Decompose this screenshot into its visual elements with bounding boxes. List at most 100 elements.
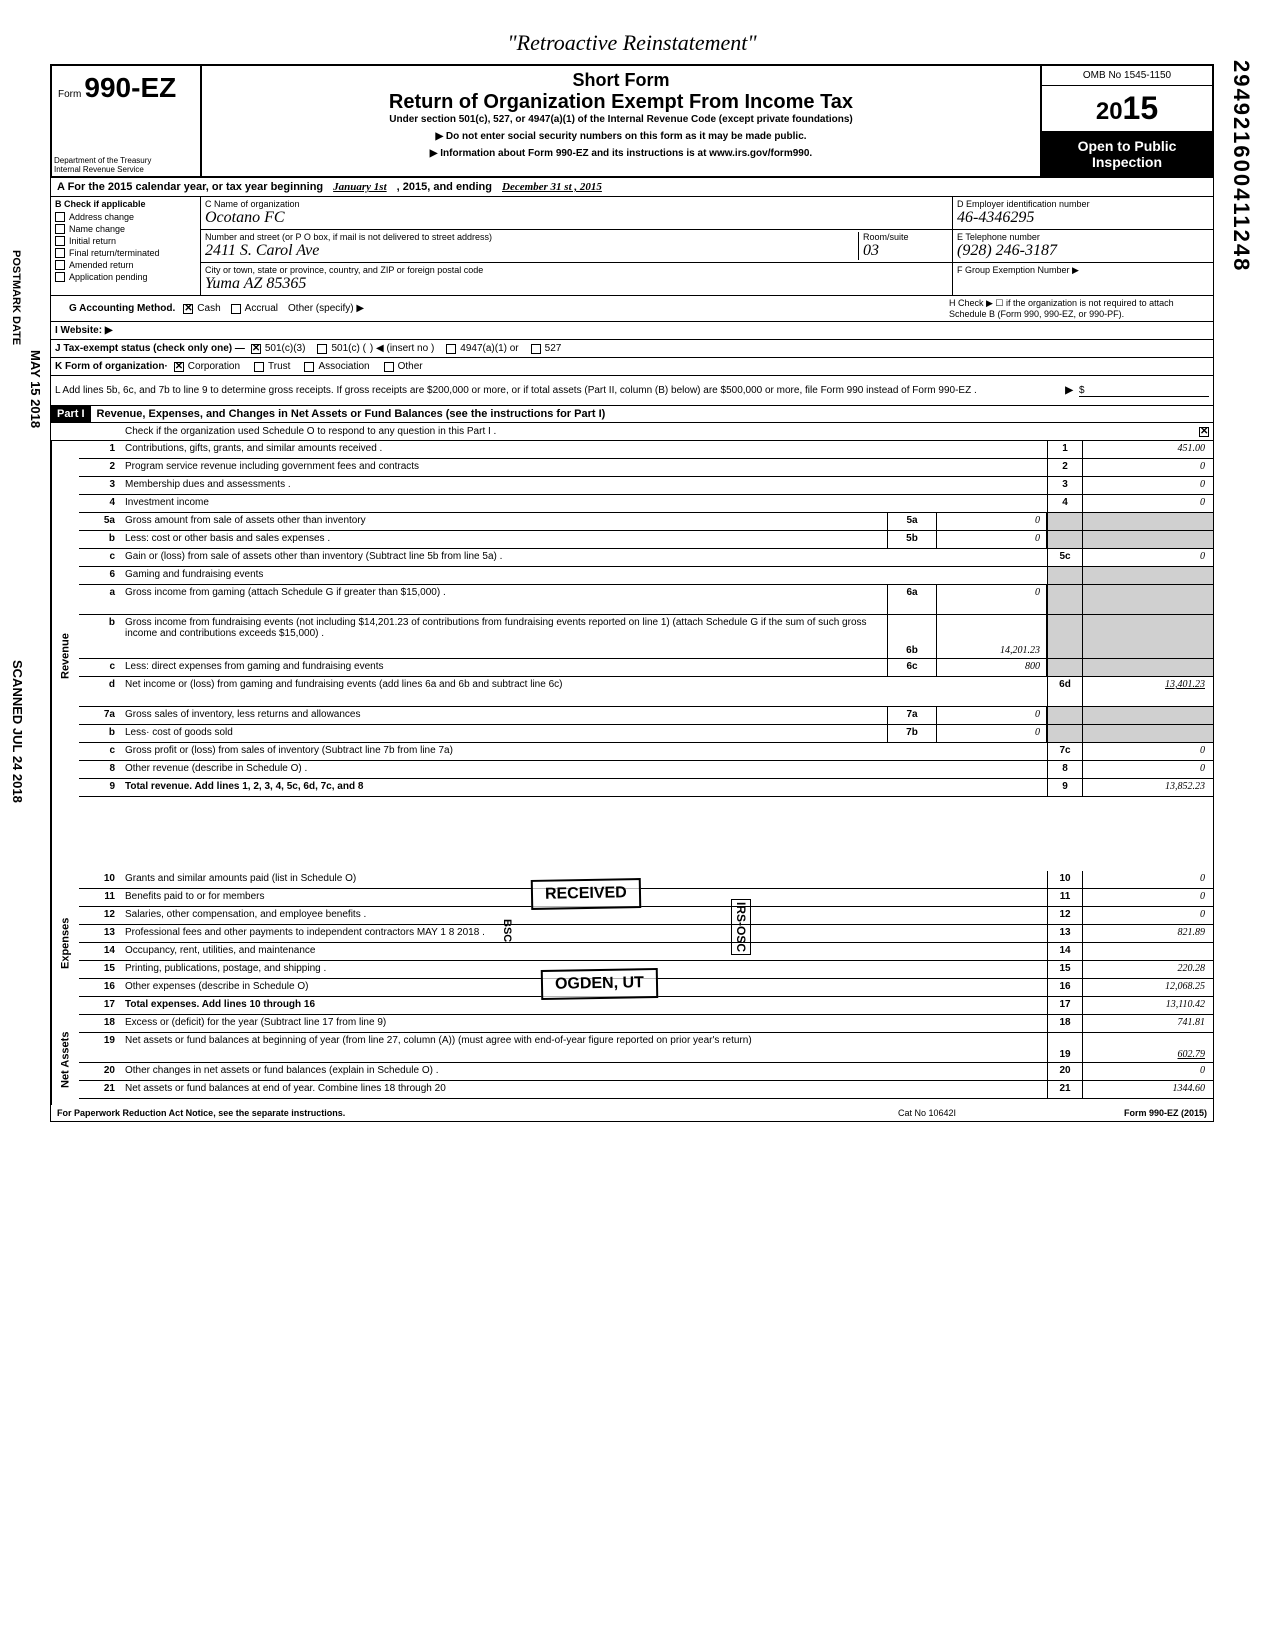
c-street-label: Number and street (or P O box, if mail i… [205, 232, 858, 242]
row-a-prefix: A For the 2015 calendar year, or tax yea… [57, 181, 323, 193]
checkbox-501c3[interactable] [251, 344, 261, 354]
main-table: Revenue 1Contributions, gifts, grants, a… [50, 441, 1214, 1105]
table-row: bGross income from fundraising events (n… [79, 615, 1213, 659]
l-dollar: $ [1079, 385, 1209, 397]
part1-check: Check if the organization used Schedule … [50, 423, 1214, 441]
table-row: 6Gaming and fundraising events [79, 567, 1213, 585]
e-label: E Telephone number [957, 232, 1209, 242]
return-title: Return of Organization Exempt From Incom… [206, 91, 1036, 114]
j-4947: 4947(a)(1) or [460, 343, 518, 354]
checkbox-accrual[interactable] [231, 304, 241, 314]
c-street-value: 2411 S. Carol Ave [205, 242, 858, 260]
checkbox-501c[interactable] [317, 344, 327, 354]
checkbox-corp[interactable] [174, 362, 184, 372]
g-other: Other (specify) ▶ [288, 303, 364, 314]
irs-osc-stamp: IRS-OSC [731, 899, 751, 955]
table-row: 10Grants and similar amounts paid (list … [79, 871, 1213, 889]
j-label: J Tax-exempt status (check only one) — [55, 343, 245, 354]
l-arrow: ▶ [1065, 385, 1073, 396]
c-city-label: City or town, state or province, country… [205, 265, 948, 275]
checkbox-name[interactable] [55, 224, 65, 234]
footer-mid: Cat No 10642I [827, 1108, 1027, 1118]
revenue-side-label: Revenue [51, 441, 79, 871]
row-a-mid: , 2015, and ending [397, 181, 492, 193]
j-insert: ) ◀ (insert no ) [370, 343, 434, 354]
main-grid: B Check if applicable Address change Nam… [50, 197, 1214, 296]
cb-label: Amended return [69, 260, 134, 270]
table-row: cGross profit or (loss) from sales of in… [79, 743, 1213, 761]
table-row: 7aGross sales of inventory, less returns… [79, 707, 1213, 725]
part1-check-text: Check if the organization used Schedule … [125, 426, 1199, 437]
table-row: 3Membership dues and assessments .30 [79, 477, 1213, 495]
k-assoc: Association [318, 361, 369, 372]
checkbox-cash[interactable] [183, 304, 193, 314]
table-row: cGain or (loss) from sale of assets othe… [79, 549, 1213, 567]
table-row: aGross income from gaming (attach Schedu… [79, 585, 1213, 615]
l-text: L Add lines 5b, 6c, and 7b to line 9 to … [55, 385, 1059, 396]
netassets-side-label: Net Assets [51, 1015, 79, 1105]
received-stamp: RECEIVED [531, 878, 641, 910]
col-b-head: B Check if applicable [51, 197, 200, 211]
c-city-value: Yuma AZ 85365 [205, 275, 948, 293]
table-row: 19Net assets or fund balances at beginni… [79, 1033, 1213, 1063]
table-row: 8Other revenue (describe in Schedule O) … [79, 761, 1213, 779]
table-row: 9Total revenue. Add lines 1, 2, 3, 4, 5c… [79, 779, 1213, 797]
year-suffix: 15 [1123, 90, 1159, 126]
cb-label: Application pending [69, 272, 148, 282]
row-k: K Form of organization· Corporation Trus… [50, 358, 1214, 376]
sub-title: Under section 501(c), 527, or 4947(a)(1)… [206, 114, 1036, 125]
dept-treasury: Department of the Treasury [54, 156, 198, 165]
k-trust: Trust [268, 361, 290, 372]
cb-label: Initial return [69, 236, 116, 246]
checkbox-schedule-o[interactable] [1199, 427, 1209, 437]
table-row: 18Excess or (deficit) for the year (Subt… [79, 1015, 1213, 1033]
checkbox-other[interactable] [384, 362, 394, 372]
f-label: F Group Exemption Number ▶ [957, 265, 1209, 276]
checkbox-amended[interactable] [55, 260, 65, 270]
col-def: D Employer identification number 46-4346… [953, 197, 1213, 295]
k-corp: Corporation [188, 361, 240, 372]
table-row: 21Net assets or fund balances at end of … [79, 1081, 1213, 1099]
table-row: bLess: cost or other basis and sales exp… [79, 531, 1213, 549]
e-value: (928) 246-3187 [957, 242, 1209, 260]
omb-number: OMB No 1545-1150 [1042, 66, 1212, 86]
table-row: cLess: direct expenses from gaming and f… [79, 659, 1213, 677]
checkbox-trust[interactable] [254, 362, 264, 372]
checkbox-pending[interactable] [55, 272, 65, 282]
ssn-note: ▶ Do not enter social security numbers o… [206, 131, 1036, 142]
postmark-stamp: POSTMARK DATE [10, 250, 22, 345]
j-527: 527 [545, 343, 562, 354]
c-name-value: Ocotano FC [205, 209, 948, 227]
k-label: K Form of organization· [55, 361, 168, 372]
cb-label: Address change [69, 212, 134, 222]
c-name-label: C Name of organization [205, 199, 948, 209]
table-row: 13Professional fees and other payments t… [79, 925, 1213, 943]
row-l: L Add lines 5b, 6c, and 7b to line 9 to … [50, 376, 1214, 406]
table-row: 12Salaries, other compensation, and empl… [79, 907, 1213, 925]
part1-title: Revenue, Expenses, and Changes in Net As… [91, 406, 1213, 422]
g-label: G Accounting Method. [69, 303, 175, 314]
c-room-value: 03 [863, 242, 948, 260]
part1-row: Part I Revenue, Expenses, and Changes in… [50, 406, 1214, 423]
table-row: 17Total expenses. Add lines 10 through 1… [79, 997, 1213, 1015]
checkbox-527[interactable] [531, 344, 541, 354]
row-i: I Website: ▶ [50, 322, 1214, 340]
footer-right: Form 990-EZ (2015) [1027, 1108, 1207, 1118]
dept-irs: Internal Revenue Service [54, 165, 198, 174]
checkbox-initial[interactable] [55, 236, 65, 246]
footer: For Paperwork Reduction Act Notice, see … [50, 1105, 1214, 1122]
part1-label: Part I [51, 406, 91, 422]
table-row: 14Occupancy, rent, utilities, and mainte… [79, 943, 1213, 961]
table-row: 11Benefits paid to or for members110 [79, 889, 1213, 907]
checkbox-assoc[interactable] [304, 362, 314, 372]
d-value: 46-4346295 [957, 209, 1209, 227]
col-b: B Check if applicable Address change Nam… [51, 197, 201, 295]
checkbox-4947[interactable] [446, 344, 456, 354]
checkbox-address[interactable] [55, 212, 65, 222]
form-number: 990-EZ [84, 72, 176, 103]
checkbox-final[interactable] [55, 248, 65, 258]
j-501c: 501(c) ( [331, 343, 365, 354]
col-c: C Name of organization Ocotano FC Number… [201, 197, 953, 295]
short-form-title: Short Form [206, 70, 1036, 91]
cb-label: Final return/terminated [69, 248, 160, 258]
